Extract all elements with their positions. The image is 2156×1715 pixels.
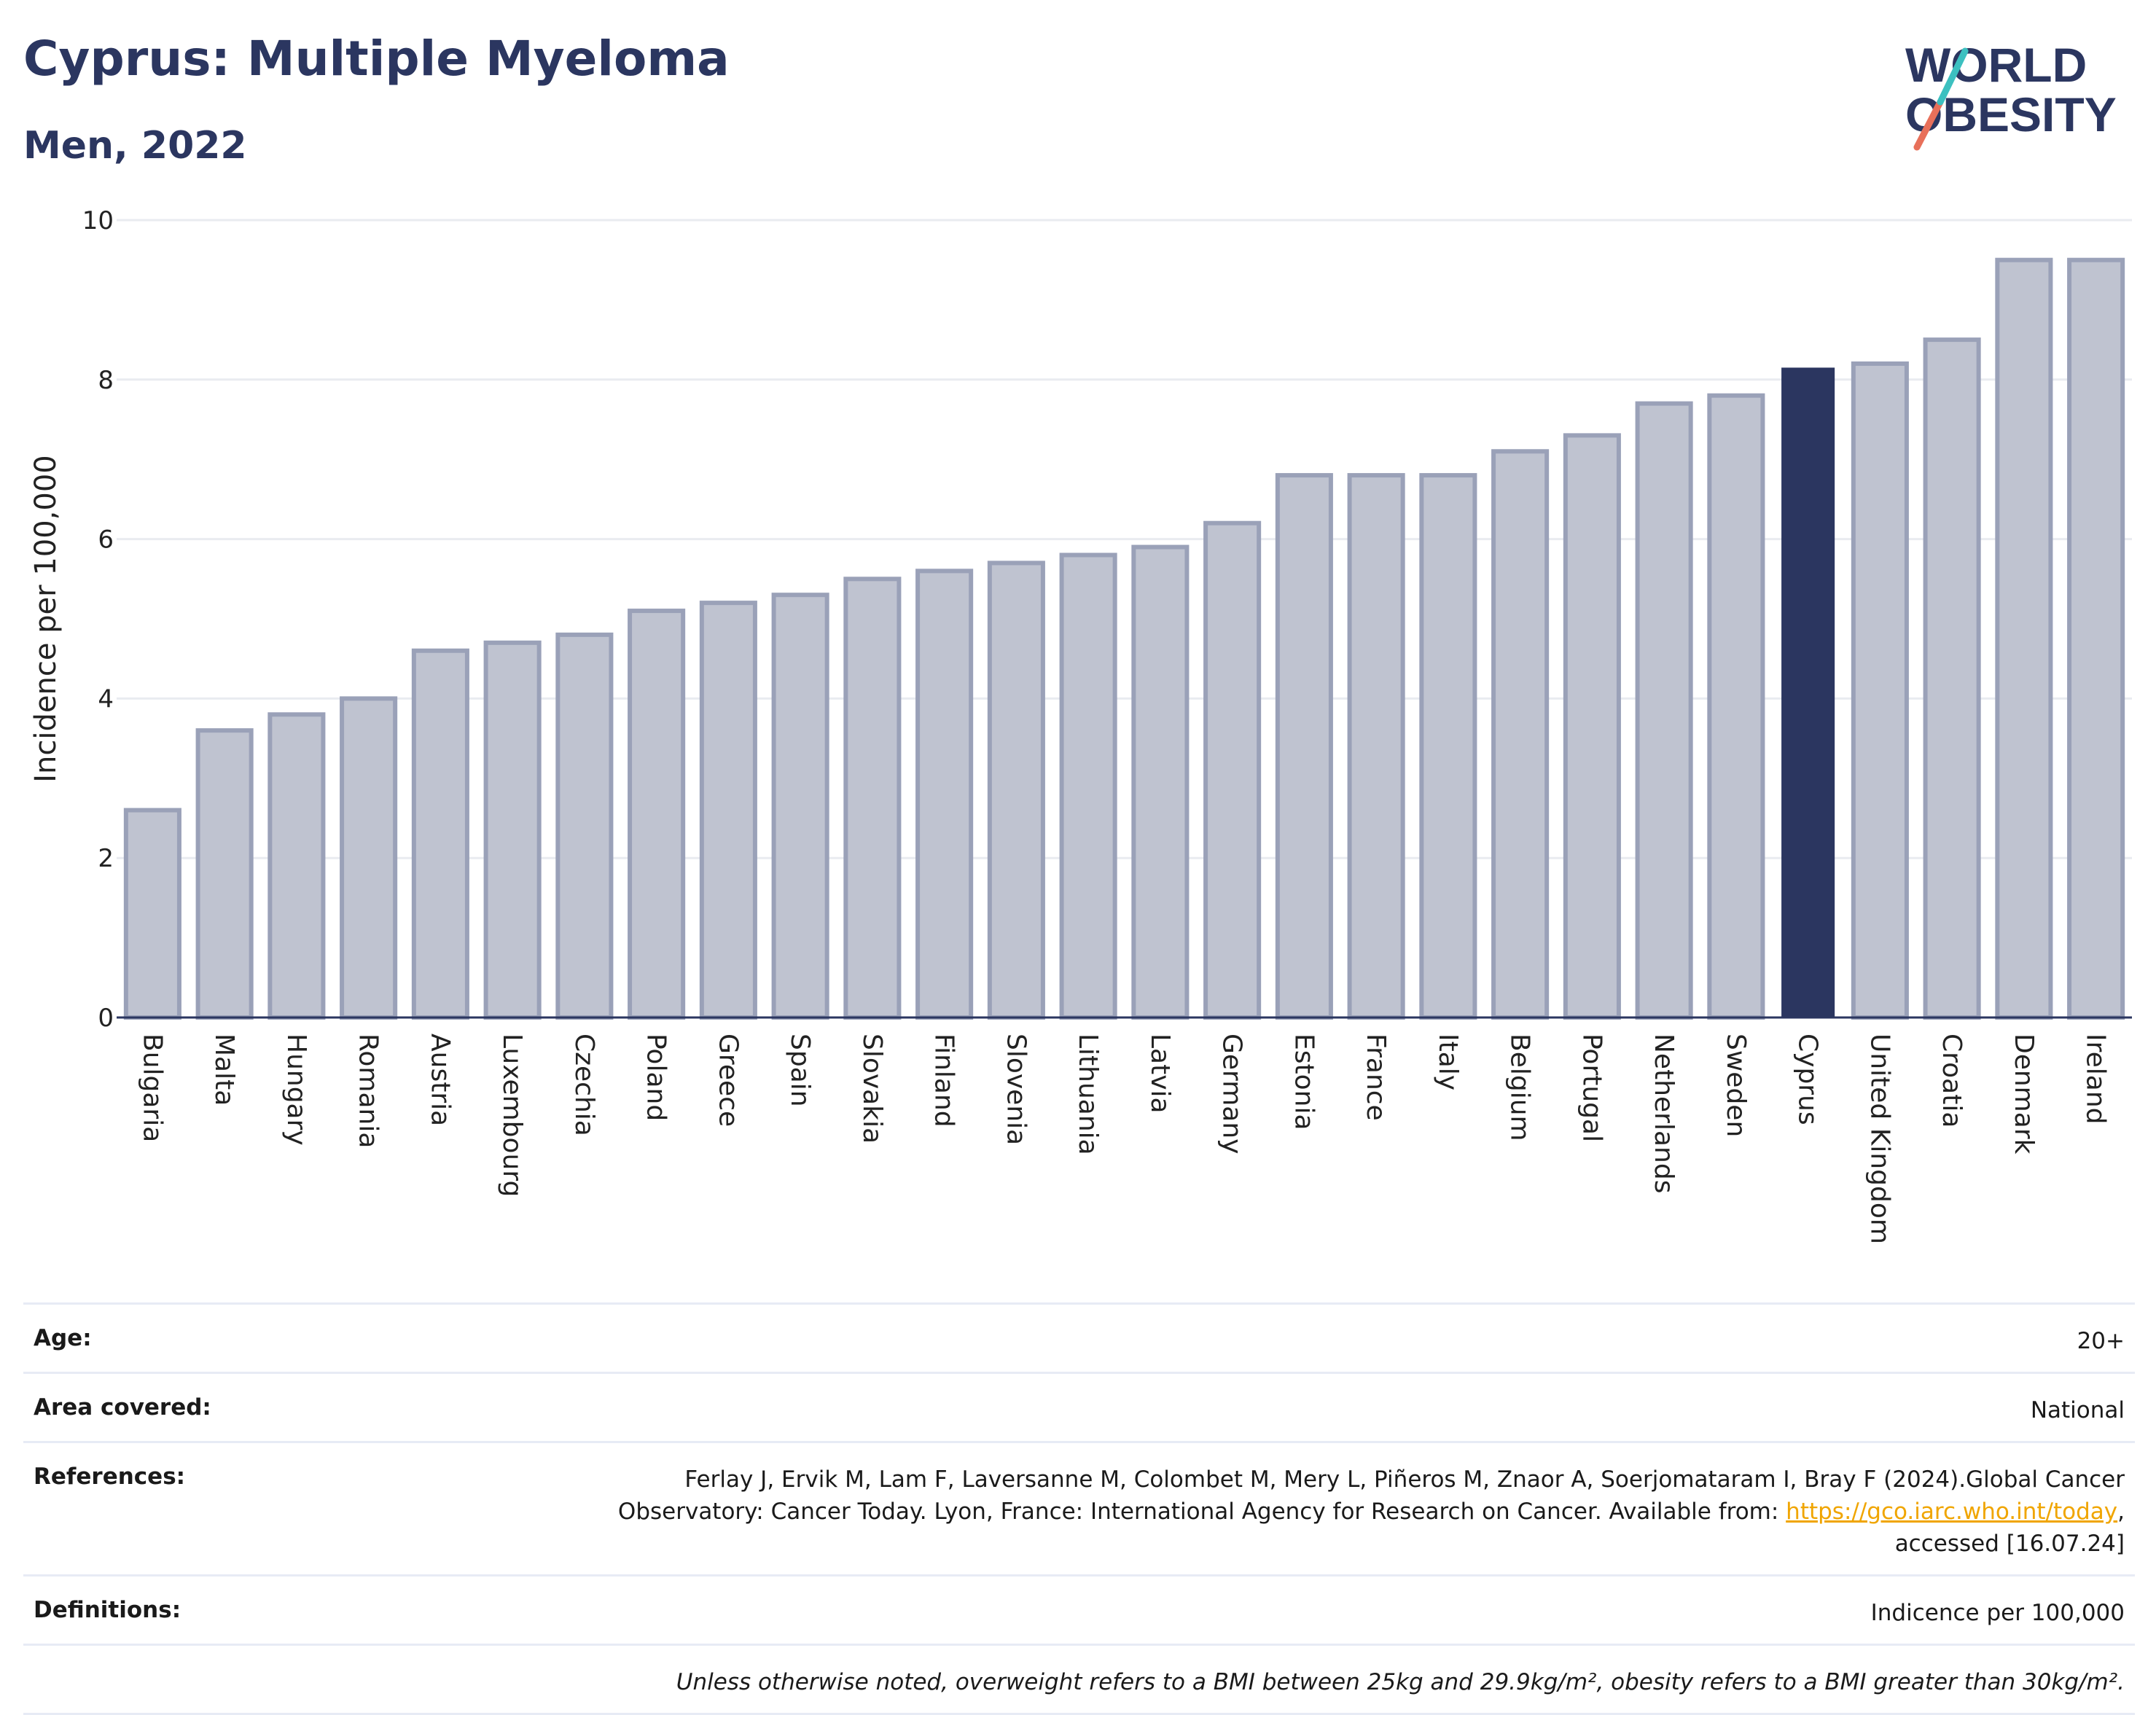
x-tick-label: Netherlands xyxy=(1649,1034,1679,1193)
x-tick-label: Estonia xyxy=(1289,1034,1319,1130)
age-label: Age: xyxy=(34,1325,92,1351)
x-tick-label: Belgium xyxy=(1505,1034,1535,1141)
age-value: 20+ xyxy=(2077,1328,2125,1354)
bar-romania xyxy=(340,696,398,1020)
bar-spain xyxy=(771,593,829,1020)
x-tick-label: Czechia xyxy=(569,1034,599,1136)
x-tick-label: Ireland xyxy=(2081,1034,2111,1125)
bar-chart: 0 2 4 6 8 10 Incidence per 100,000 Bulgaria Malt… xyxy=(29,206,2132,1244)
x-tick-label: Italy xyxy=(1433,1034,1463,1090)
x-tick-label: Slovakia xyxy=(857,1034,887,1144)
logo-line1: WORLD xyxy=(1905,38,2087,92)
definitions-label: Definitions: xyxy=(34,1597,181,1623)
bar-czechia xyxy=(555,632,614,1020)
bmi-note: Unless otherwise noted, overweight refer… xyxy=(676,1669,2125,1695)
x-tick-label: Poland xyxy=(641,1034,671,1121)
info-table: Age: 20+ Area covered: National Referenc… xyxy=(23,1302,2135,1715)
x-tick-label: Austria xyxy=(425,1034,455,1126)
bar-latvia xyxy=(1131,544,1190,1020)
x-tick-label: Latvia xyxy=(1145,1034,1175,1114)
logo-slash-teal xyxy=(1937,47,1969,106)
definitions-value: Indicence per 100,000 xyxy=(1870,1600,2125,1626)
x-tick-label: Cyprus xyxy=(1793,1034,1823,1125)
bar-bulgaria xyxy=(123,808,181,1020)
bar-luxembourg xyxy=(483,640,542,1020)
bar-sweden xyxy=(1707,393,1765,1020)
bar-lithuania xyxy=(1059,552,1117,1020)
x-tick-label: Hungary xyxy=(281,1034,311,1146)
chart-subtitle: Men, 2022 xyxy=(23,124,247,168)
y-tick-label: 4 xyxy=(98,684,114,714)
x-tick-label: Bulgaria xyxy=(137,1034,167,1142)
y-axis-title: Incidence per 100,000 xyxy=(29,455,63,783)
x-tick-label: Lithuania xyxy=(1073,1034,1103,1155)
bar-estonia xyxy=(1275,473,1333,1020)
x-tick-label: Spain xyxy=(785,1034,815,1107)
references-link[interactable]: https://gco.iarc.who.int/today xyxy=(1786,1499,2118,1525)
area-value: National xyxy=(2030,1397,2125,1423)
x-tick-label: Malta xyxy=(209,1034,239,1106)
bar-united-kingdom xyxy=(1851,361,1909,1020)
x-tick-label: France xyxy=(1361,1034,1391,1121)
bar-denmark xyxy=(1995,257,2053,1020)
x-tick-label: Greece xyxy=(713,1034,743,1127)
y-tick-label: 6 xyxy=(98,526,114,555)
bar-slovakia xyxy=(843,577,902,1020)
x-tick-label: Sweden xyxy=(1721,1034,1751,1137)
bar-germany xyxy=(1203,520,1262,1020)
bar-hungary xyxy=(267,712,326,1020)
x-tick-label: Croatia xyxy=(1937,1034,1966,1128)
x-tick-label: Portugal xyxy=(1577,1034,1606,1142)
bar-belgium xyxy=(1491,449,1550,1020)
x-tick-label: Germany xyxy=(1217,1034,1247,1154)
bar-portugal xyxy=(1563,433,1621,1020)
x-tick-label: United Kingdom xyxy=(1864,1034,1894,1244)
world-obesity-logo: WORLD OBESITY xyxy=(1905,38,2117,151)
bar-croatia xyxy=(1923,337,1981,1020)
bar-poland xyxy=(628,609,686,1020)
y-tick-label: 2 xyxy=(98,844,114,873)
bar-austria xyxy=(411,648,469,1020)
x-tick-label: Luxembourg xyxy=(497,1034,527,1197)
area-label: Area covered: xyxy=(34,1394,211,1421)
y-tick-label: 10 xyxy=(82,206,114,235)
x-tick-label: Denmark xyxy=(2009,1034,2039,1155)
references-row: References: Ferlay J, Ervik M, Lam F, La… xyxy=(23,1441,2135,1574)
logo-slash-red xyxy=(1913,98,1944,151)
references-text: Ferlay J, Ervik M, Lam F, Laversanne M, … xyxy=(617,1466,2125,1525)
x-tick-label: Romania xyxy=(354,1034,383,1148)
age-row: Age: 20+ xyxy=(23,1302,2135,1372)
bar-cyprus xyxy=(1781,367,1835,1017)
bar-italy xyxy=(1419,473,1477,1020)
bar-malta xyxy=(195,728,254,1020)
bar-slovenia xyxy=(987,560,1045,1020)
bar-greece xyxy=(699,601,757,1020)
references-label: References: xyxy=(34,1464,186,1490)
bar-ireland xyxy=(2067,257,2125,1020)
references-suffix: , accessed [16.07.24] xyxy=(1894,1499,2125,1557)
references-value: Ferlay J, Ervik M, Lam F, Laversanne M, … xyxy=(565,1464,2125,1560)
bar-france xyxy=(1347,473,1405,1020)
x-tick-label: Slovenia xyxy=(1001,1034,1031,1145)
x-tick-label: Finland xyxy=(929,1034,959,1128)
y-tick-label: 0 xyxy=(98,1004,114,1033)
definitions-row: Definitions: Indicence per 100,000 xyxy=(23,1574,2135,1644)
chart-title: Cyprus: Multiple Myeloma xyxy=(23,31,730,87)
bar-netherlands xyxy=(1635,401,1693,1020)
bar-finland xyxy=(915,569,974,1020)
y-tick-label: 8 xyxy=(98,366,114,395)
area-row: Area covered: National xyxy=(23,1372,2135,1441)
note-row: Unless otherwise noted, overweight refer… xyxy=(23,1644,2135,1715)
